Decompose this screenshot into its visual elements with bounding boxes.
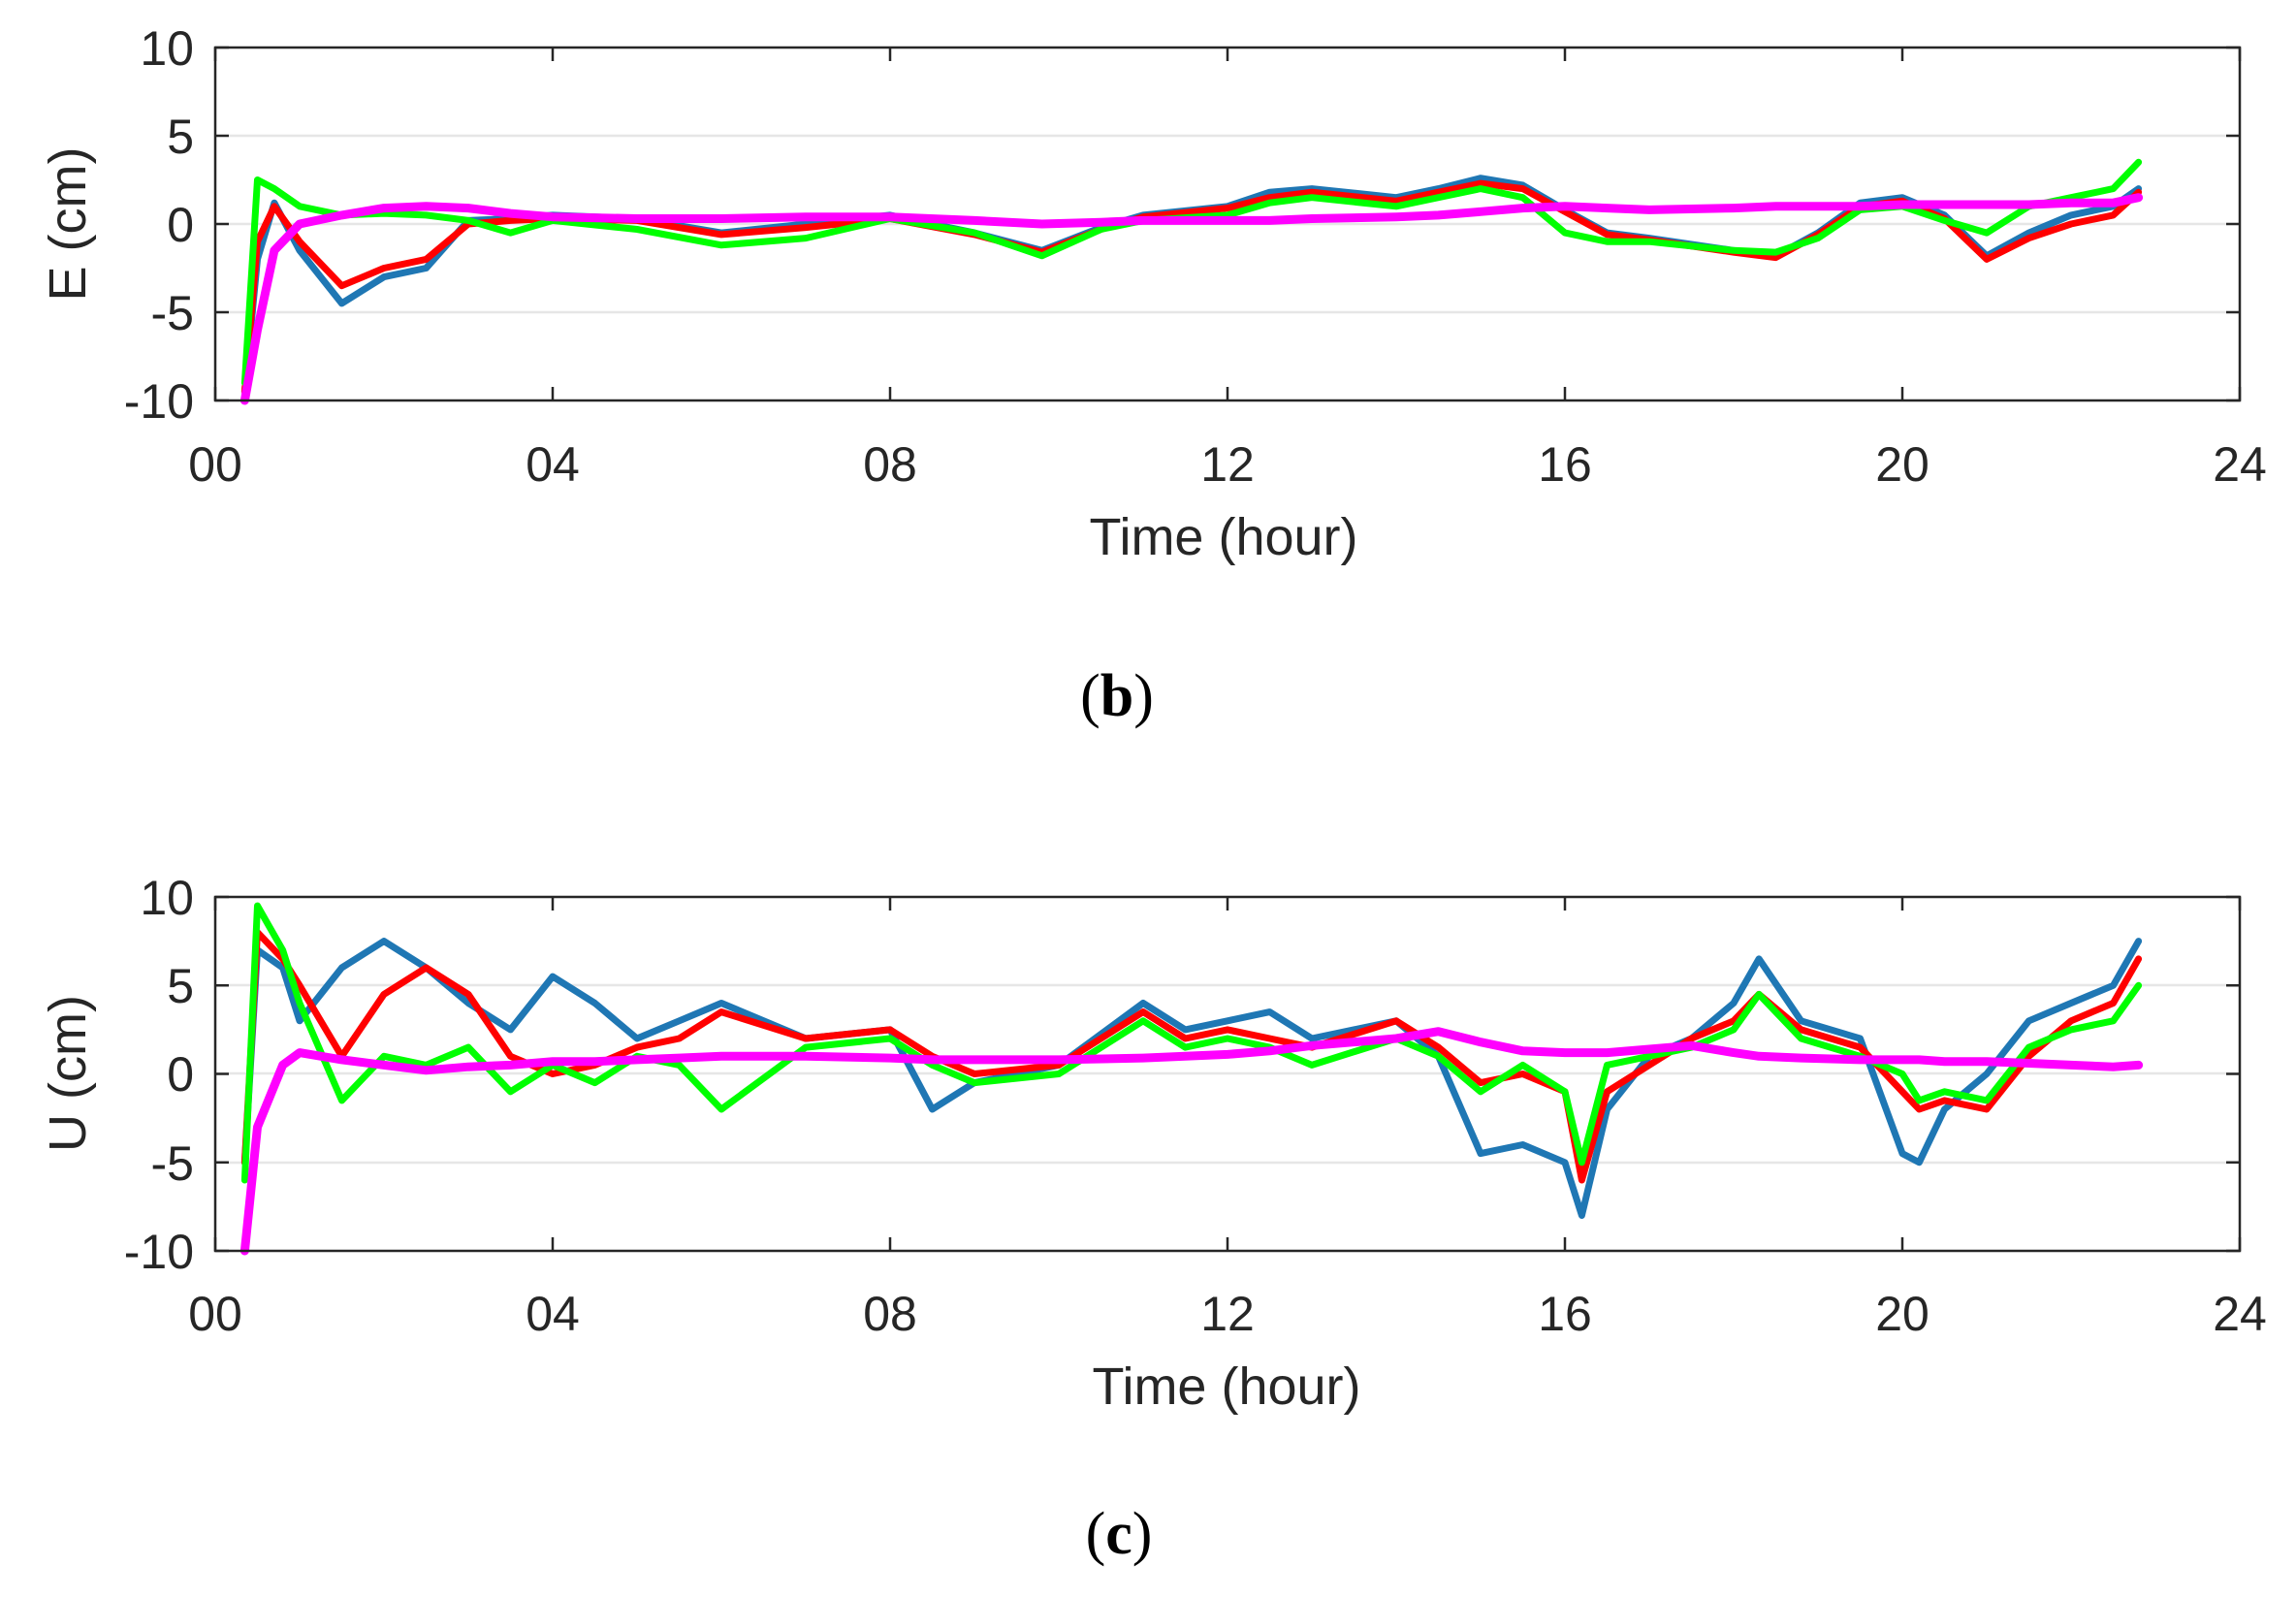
panel-b-xlabel: Time (hour) — [1089, 508, 1357, 566]
panel-c-xtick-label: 16 — [1538, 1287, 1592, 1341]
panel-c-series-magenta-line — [239, 1027, 2144, 1256]
panel-b-xtick-label: 08 — [863, 437, 917, 492]
panel-c-series-red-line — [240, 929, 2143, 1184]
panel-c-tag-letter: c — [1105, 1501, 1132, 1567]
panel-c-xtick-label: 00 — [188, 1287, 242, 1341]
panel-b-series-blue-line — [240, 175, 2143, 396]
panel-b-series-green-line — [240, 158, 2143, 387]
panel-c-xlabel: Time (hour) — [1092, 1358, 1360, 1416]
panel-b-tag: (b) — [1080, 663, 1154, 729]
panel-c-xtick-label: 08 — [863, 1287, 917, 1341]
panel-b-xtick-label: 24 — [2213, 437, 2267, 492]
panel-c-ytick-label: -10 — [124, 1225, 194, 1279]
panel-c-series — [239, 902, 2144, 1256]
panel-b-series-magenta-line — [239, 193, 2144, 405]
panel-b-ylabel: E (cm) — [39, 147, 97, 302]
panel-b-tag-letter: b — [1100, 663, 1133, 729]
panel-b-xtick-label: 16 — [1538, 437, 1592, 492]
panel-b: 10 5 0 -5 -10 00 04 08 12 16 20 24 Time … — [39, 21, 2267, 729]
panel-b-ytick-label: 10 — [140, 21, 194, 76]
panel-c-ytick-label: 5 — [167, 959, 194, 1013]
panel-b-ticks — [213, 46, 2242, 402]
panel-c-ytick-label: -5 — [151, 1136, 194, 1191]
panel-c: 10 5 0 -5 -10 00 04 08 12 16 20 24 Time … — [39, 871, 2267, 1567]
panel-b-series — [239, 158, 2144, 405]
panel-c-xtick-label: 24 — [2213, 1287, 2267, 1341]
panel-b-ytick-label: 5 — [167, 110, 194, 164]
panel-c-xtick-label: 20 — [1875, 1287, 1929, 1341]
panel-b-ytick-label: 0 — [167, 198, 194, 252]
panel-c-ytick-label: 0 — [167, 1047, 194, 1102]
panel-b-xtick-label: 20 — [1875, 437, 1929, 492]
panel-c-ticks — [213, 895, 2242, 1253]
panel-b-xtick-label: 04 — [526, 437, 580, 492]
panel-c-ylabel: U (cm) — [39, 995, 97, 1152]
panel-c-xtick-label: 12 — [1200, 1287, 1255, 1341]
panel-c-xtick-label: 04 — [526, 1287, 580, 1341]
panel-c-tag: (c) — [1086, 1501, 1153, 1567]
panel-b-xtick-label: 00 — [188, 437, 242, 492]
panel-c-grid — [215, 983, 2240, 1165]
panel-c-ytick-label: 10 — [140, 871, 194, 925]
panel-b-xtick-label: 12 — [1200, 437, 1255, 492]
panel-b-ytick-label: -5 — [151, 286, 194, 340]
panel-b-ytick-label: -10 — [124, 374, 194, 429]
